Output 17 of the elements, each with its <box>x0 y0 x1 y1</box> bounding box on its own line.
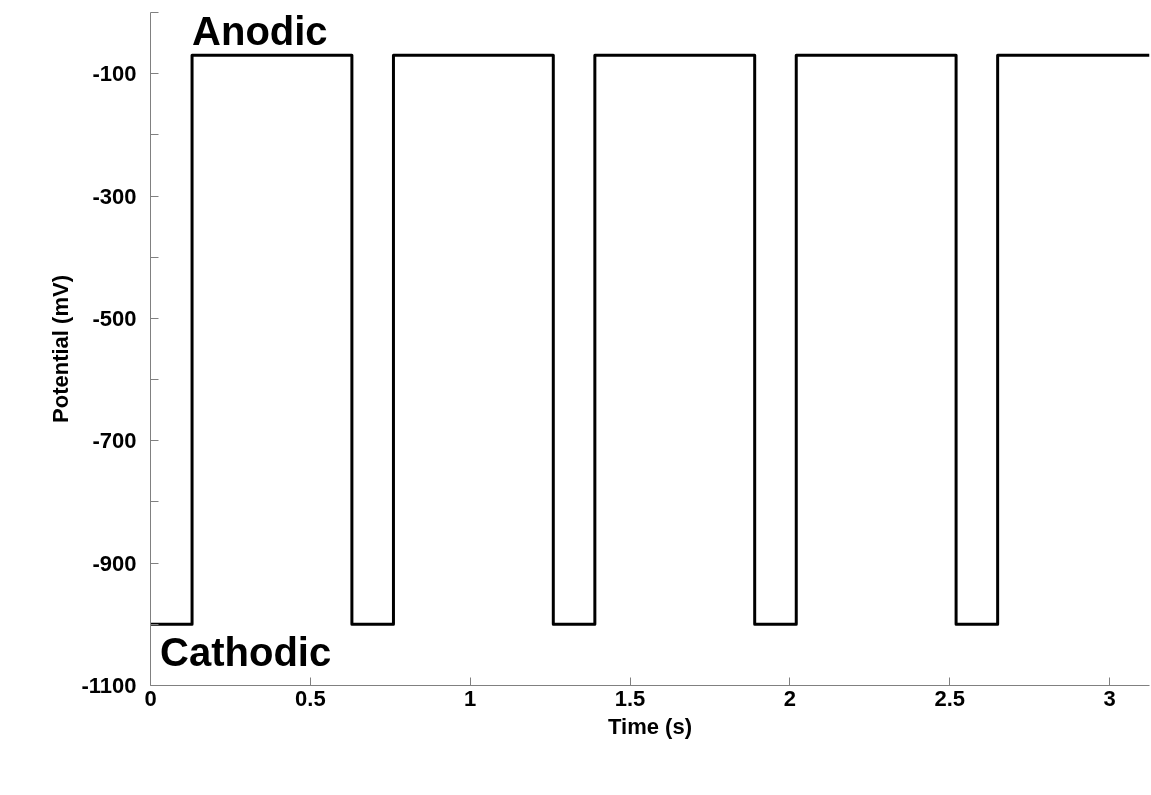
y-axis-title: Potential (mV) <box>48 275 74 423</box>
x-axis-title: Time (s) <box>608 713 692 739</box>
y-tick-label: -700 <box>92 428 137 454</box>
x-tick-label: 3 <box>1103 685 1116 711</box>
y-tick-label: -100 <box>92 61 137 87</box>
y-tick-label: -300 <box>92 183 137 209</box>
x-tick-label: 2 <box>783 685 796 711</box>
x-tick-label: 1 <box>464 685 477 711</box>
y-tick-label: -900 <box>92 550 137 576</box>
y-tick-label: -1100 <box>81 673 137 698</box>
x-tick-label: 0.5 <box>295 685 326 711</box>
x-tick-label: 2.5 <box>934 685 965 711</box>
y-tick-label: -500 <box>92 305 137 331</box>
annotation: Cathodic <box>160 630 332 675</box>
x-tick-label: 1.5 <box>614 685 646 711</box>
x-tick-label: 0 <box>144 685 157 711</box>
annotation: Anodic <box>192 9 328 54</box>
